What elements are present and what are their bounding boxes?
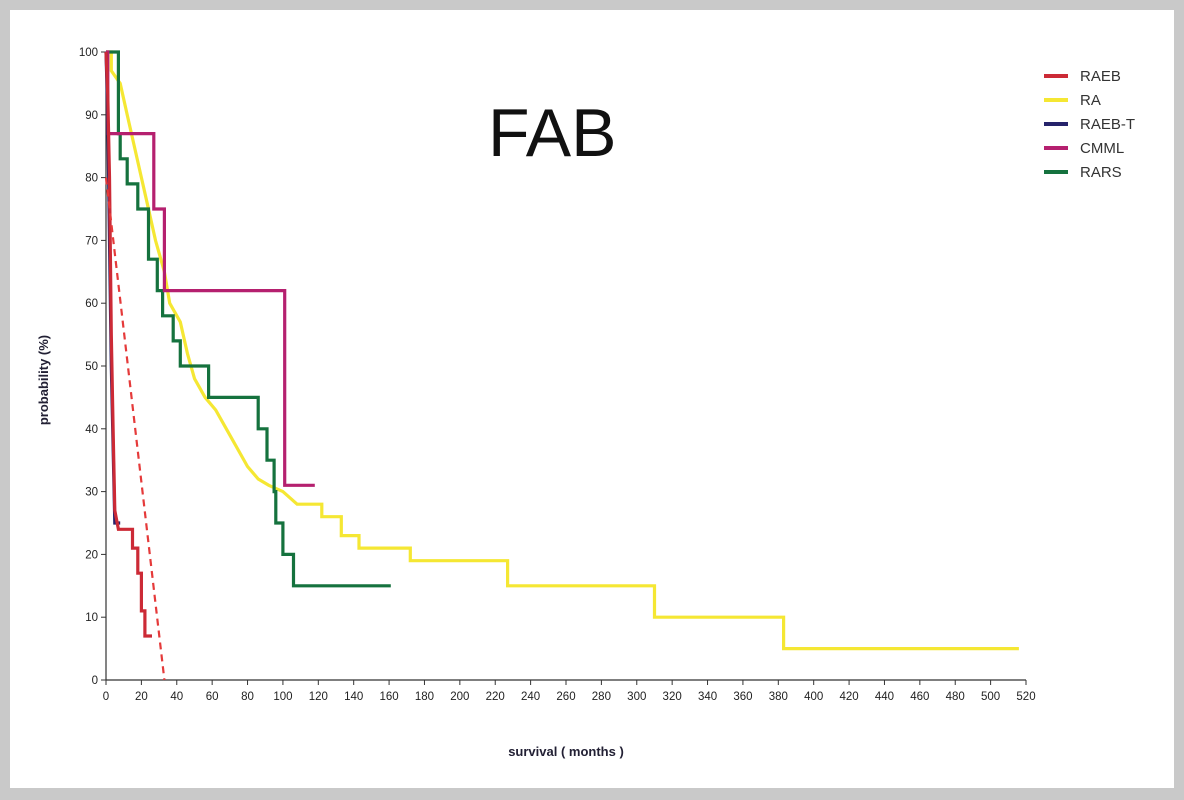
x-axis-title: survival ( months ) (508, 744, 624, 759)
x-tick-label: 80 (241, 691, 254, 703)
x-tick-label: 180 (415, 691, 434, 703)
x-tick-label: 200 (450, 691, 469, 703)
x-tick-label: 100 (273, 691, 292, 703)
series-line-rars (106, 50, 391, 588)
y-tick-label: 60 (85, 298, 98, 310)
legend: RAEB RA RAEB-T CMML RARS (1044, 68, 1135, 181)
x-tick-label: 240 (521, 691, 540, 703)
y-tick-label: 20 (85, 549, 98, 561)
y-tick-label: 100 (79, 47, 98, 59)
x-tick-label: 0 (103, 691, 109, 703)
x-tick-label: 420 (839, 691, 858, 703)
y-tick-label: 50 (85, 361, 98, 373)
x-tick-label: 60 (206, 691, 219, 703)
x-tick-label: 300 (627, 691, 646, 703)
x-tick-label: 380 (769, 691, 788, 703)
y-tick-label: 10 (85, 612, 98, 624)
x-tick-label: 400 (804, 691, 823, 703)
x-tick-label: 20 (135, 691, 148, 703)
x-tick-label: 40 (170, 691, 183, 703)
x-tick-label: 160 (379, 691, 398, 703)
x-tick-label: 520 (1016, 691, 1035, 703)
series-layer (104, 50, 1019, 681)
legend-label-raeb: RAEB (1080, 68, 1121, 85)
series-line-cmml (106, 50, 315, 487)
x-tick-label: 360 (733, 691, 752, 703)
legend-label-rars: RARS (1080, 164, 1122, 181)
y-tick-label: 70 (85, 235, 98, 247)
x-tick-label: 320 (663, 691, 682, 703)
x-tick-label: 480 (946, 691, 965, 703)
x-tick-label: 260 (556, 691, 575, 703)
y-tick-label: 90 (85, 110, 98, 122)
x-tick-label: 340 (698, 691, 717, 703)
x-tick-label: 280 (592, 691, 611, 703)
chart-frame: 0 20 40 60 80 100 120 140 160 180 200 220 240 260 280 3… (10, 10, 1174, 788)
y-tick-label: 80 (85, 173, 98, 185)
legend-label-raeb-t: RAEB-T (1080, 116, 1135, 133)
x-tick-label: 140 (344, 691, 363, 703)
legend-label-cmml: CMML (1080, 140, 1124, 157)
axes: 0 20 40 60 80 100 120 140 160 180 200 220 240 260 280 3… (79, 47, 1036, 703)
reference-dashed-line (104, 177, 166, 681)
x-tick-label: 220 (486, 691, 505, 703)
x-tick-label: 120 (309, 691, 328, 703)
y-axis-title: probability (%) (36, 335, 51, 425)
x-tick-label: 500 (981, 691, 1000, 703)
x-tick-label: 460 (910, 691, 929, 703)
y-tick-label: 0 (92, 675, 98, 687)
series-line-ra (106, 50, 1019, 651)
x-tick-label: 440 (875, 691, 894, 703)
series-line-raeb (104, 51, 152, 638)
y-tick-label: 30 (85, 487, 98, 499)
legend-label-ra: RA (1080, 92, 1101, 109)
y-tick-label: 40 (85, 424, 98, 436)
chart-title: FAB (488, 95, 617, 171)
survival-chart: 0 20 40 60 80 100 120 140 160 180 200 220 240 260 280 3… (36, 47, 1135, 759)
